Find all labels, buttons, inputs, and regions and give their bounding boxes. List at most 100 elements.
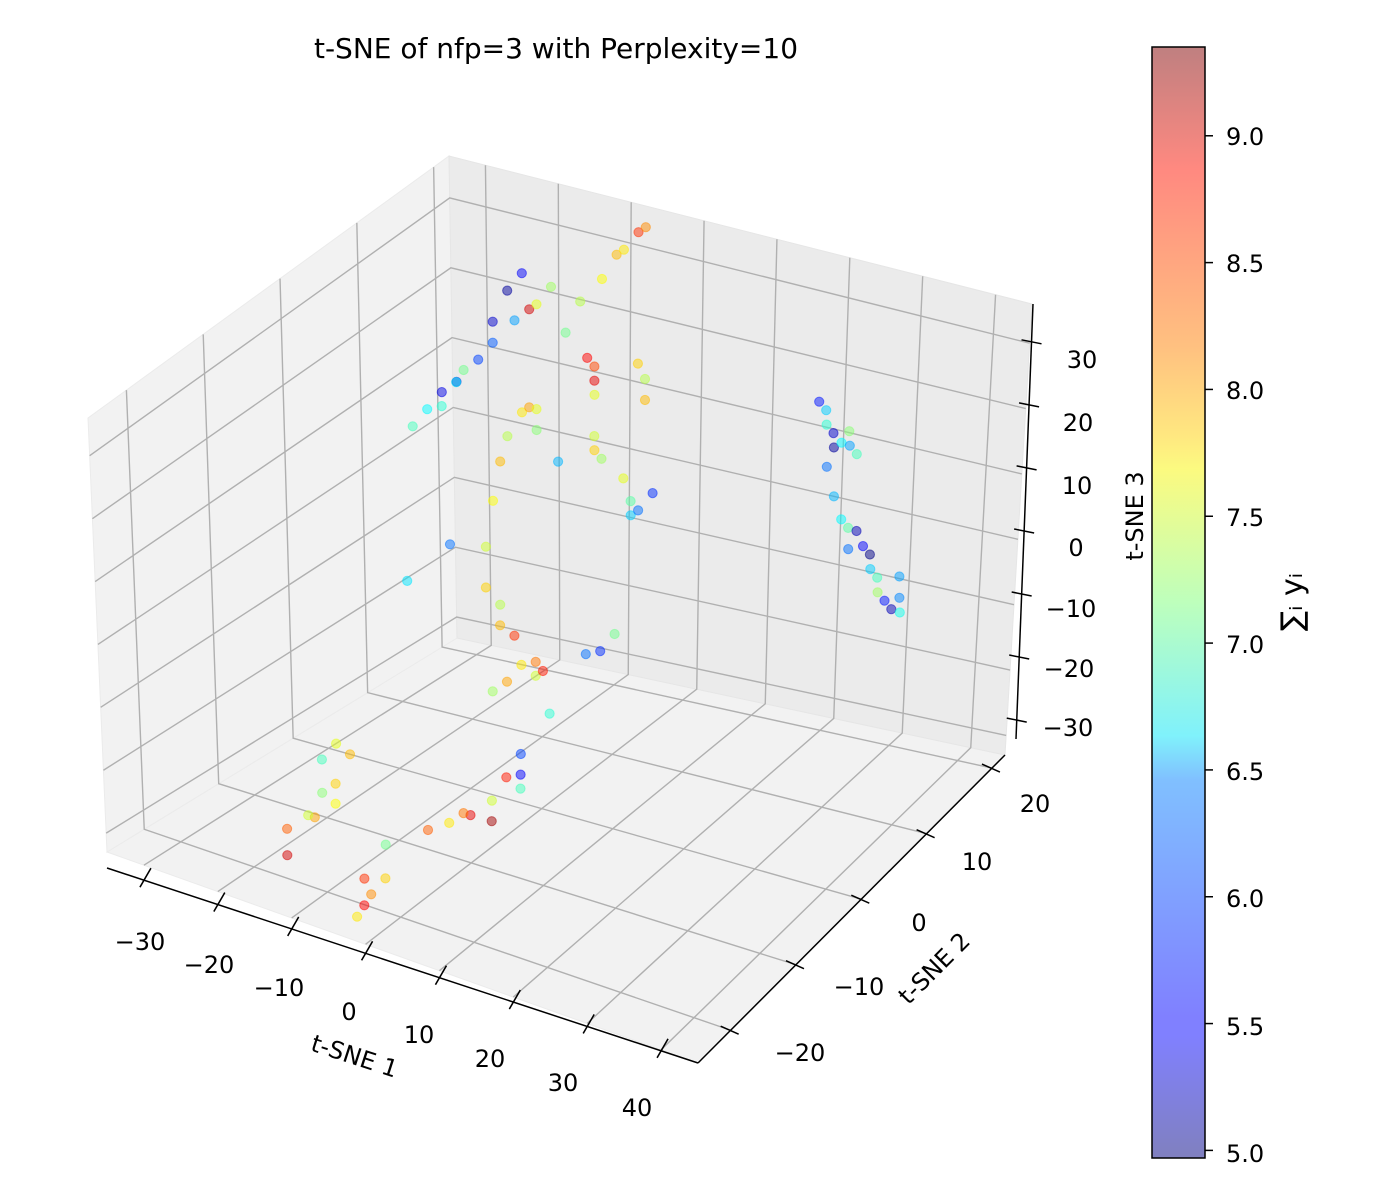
scatter-point	[422, 824, 434, 836]
scatter-point	[495, 599, 506, 610]
scatter-point	[894, 571, 905, 582]
scatter-point	[402, 575, 413, 587]
z-tick-labels: −30 −20 −10 0 10 20 30	[1043, 346, 1098, 742]
x-tick-label: −20	[184, 951, 235, 979]
z-tick-label: −10	[1046, 595, 1097, 623]
scatter-point	[639, 373, 651, 385]
scatter-point	[545, 281, 557, 292]
y-tick-mark	[720, 1025, 739, 1035]
scatter-point	[501, 772, 512, 783]
scatter-point	[580, 649, 591, 660]
scatter-point	[596, 273, 608, 285]
tick-marks	[139, 339, 1042, 1059]
scatter-point	[589, 389, 600, 400]
colorbar-tick-label: 8.5	[1226, 250, 1264, 278]
scatter-point	[516, 407, 528, 418]
z-tick-label: 20	[1063, 409, 1094, 437]
x-tick-mark	[582, 1014, 595, 1034]
scatter-point	[487, 686, 498, 697]
scatter-point	[844, 426, 855, 437]
colorbar-tick-label: 9.0	[1226, 123, 1264, 151]
scatter-point	[487, 337, 498, 348]
x-tick-label: −30	[115, 928, 166, 956]
grid-lines	[89, 165, 1030, 1051]
scatter-point	[380, 839, 391, 850]
scatter-point	[633, 227, 644, 238]
scatter-point	[595, 646, 606, 657]
scatter-point	[843, 522, 854, 534]
y-tick-mark	[981, 763, 1001, 773]
scatter-point	[872, 587, 883, 598]
z-grid-line	[100, 476, 1015, 708]
z-tick-mark	[1013, 528, 1035, 534]
scatter-point	[480, 541, 491, 552]
colorbar-tick-label: 5.0	[1226, 1140, 1264, 1168]
x-tick-labels: −30 −20 −10 0 10 20 30 40	[115, 928, 653, 1122]
scatter-point	[647, 488, 658, 499]
scatter-point	[530, 656, 541, 668]
x-tick-label: 20	[475, 1045, 506, 1073]
scatter-point	[495, 456, 506, 467]
x-tick-mark	[656, 1038, 669, 1059]
scatter-point	[501, 676, 513, 687]
y-grid-line	[279, 278, 862, 900]
z-tick-mark	[1016, 465, 1037, 471]
x-axis-title: t-SNE 1	[308, 1029, 402, 1083]
colorbar-tick-label: 5.5	[1226, 1013, 1264, 1041]
x-grid-line	[291, 202, 632, 919]
scatter-point	[515, 769, 526, 780]
x-tick-label: −10	[254, 974, 305, 1002]
scatter-point	[487, 495, 499, 506]
colorbar-frame	[1151, 46, 1206, 1159]
scatter-point	[618, 473, 629, 484]
z-grid-line	[105, 616, 1007, 834]
z-grid-line	[92, 267, 1026, 520]
scatter-point	[814, 396, 825, 407]
scatter-point	[444, 539, 456, 550]
scatter-point	[844, 440, 855, 451]
scatter-point	[640, 222, 651, 233]
scatter-point	[894, 592, 905, 603]
scatter-point	[851, 449, 862, 460]
x-grid-line	[217, 183, 561, 893]
z-axis-title: t-SNE 3	[1121, 471, 1149, 560]
scatter-point	[359, 900, 370, 911]
x-grid-line	[512, 257, 851, 998]
scatter-point	[836, 514, 847, 525]
scatter-point	[894, 607, 905, 618]
scatter-point	[625, 496, 636, 507]
scatter-point	[515, 783, 526, 794]
scatter-point	[531, 404, 542, 415]
scatter-point	[436, 401, 447, 412]
scatter-point	[331, 738, 342, 749]
scatter-point	[582, 352, 593, 363]
y-axis-title: t-SNE 2	[893, 927, 976, 1010]
x-grid-line	[438, 239, 778, 972]
scatter-point	[828, 491, 840, 502]
y-grid-line	[125, 390, 731, 1031]
chart-title: t-SNE of nfp=3 with Perplexity=10	[314, 32, 798, 65]
scatter-point	[828, 428, 839, 439]
x-tick-label: 10	[404, 1021, 435, 1049]
y-tick-label: 20	[1020, 790, 1051, 818]
colorbar-tick-label: 8.0	[1226, 377, 1264, 405]
scatter-point	[872, 572, 883, 583]
z-tick-label: −30	[1043, 714, 1094, 742]
x-grid-line	[143, 165, 492, 866]
colorbar-label: ∑ᵢ yᵢ	[1275, 573, 1310, 631]
scatter-point	[851, 525, 862, 537]
colorbar-ticks	[1205, 135, 1213, 1152]
scatter-point	[458, 364, 469, 376]
scatter-point	[352, 911, 363, 922]
z-tick-mark	[1009, 654, 1030, 660]
scatter-point	[502, 285, 513, 296]
axis-lines	[106, 303, 1034, 1064]
scatter-point	[879, 595, 890, 606]
scatter-point	[821, 405, 832, 416]
scatter-point	[589, 361, 600, 372]
scatter-point	[843, 544, 854, 555]
scatter-point	[553, 456, 564, 467]
z-grid-line	[89, 197, 1030, 457]
colorbar-tick-label: 7.0	[1226, 631, 1264, 659]
